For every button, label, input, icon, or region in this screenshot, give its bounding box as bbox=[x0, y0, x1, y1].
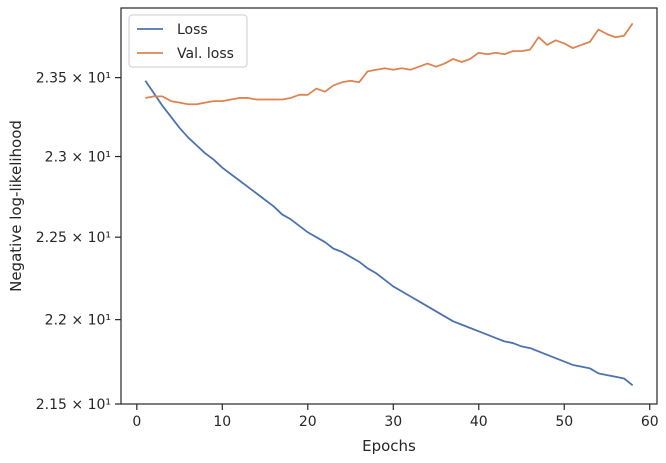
x-tick-label: 20 bbox=[299, 414, 317, 430]
x-axis: 0 10 20 30 40 50 60 bbox=[132, 404, 659, 430]
series-line-val-loss bbox=[145, 22, 634, 106]
x-tick-label: 40 bbox=[470, 414, 488, 430]
y-tick-label: 2.2 × 10¹ bbox=[45, 313, 111, 329]
legend-label-val-loss: Val. loss bbox=[177, 46, 234, 62]
x-tick-label: 0 bbox=[132, 414, 141, 430]
y-tick-label: 2.25 × 10¹ bbox=[36, 230, 111, 246]
y-axis-label: Negative log-likelihood bbox=[7, 120, 25, 292]
x-tick-label: 60 bbox=[641, 414, 659, 430]
y-tick-label: 2.35 × 10¹ bbox=[36, 71, 111, 87]
x-tick-label: 30 bbox=[384, 414, 402, 430]
series-line-loss bbox=[144, 80, 634, 386]
legend-box bbox=[128, 14, 248, 68]
y-tick-label: 2.3 × 10¹ bbox=[45, 150, 111, 166]
series-layer bbox=[144, 22, 634, 386]
plot-area bbox=[120, 7, 658, 405]
legend: Loss Val. loss bbox=[128, 14, 248, 68]
y-axis: 2.15 × 10¹ 2.2 × 10¹ 2.25 × 10¹ 2.3 × 10¹ 2.… bbox=[36, 71, 121, 413]
x-tick-label: 10 bbox=[213, 414, 231, 430]
x-tick-label: 50 bbox=[555, 414, 573, 430]
x-axis-label: Epochs bbox=[362, 437, 416, 455]
legend-label-loss: Loss bbox=[177, 22, 208, 38]
y-tick-label: 2.15 × 10¹ bbox=[36, 397, 111, 413]
